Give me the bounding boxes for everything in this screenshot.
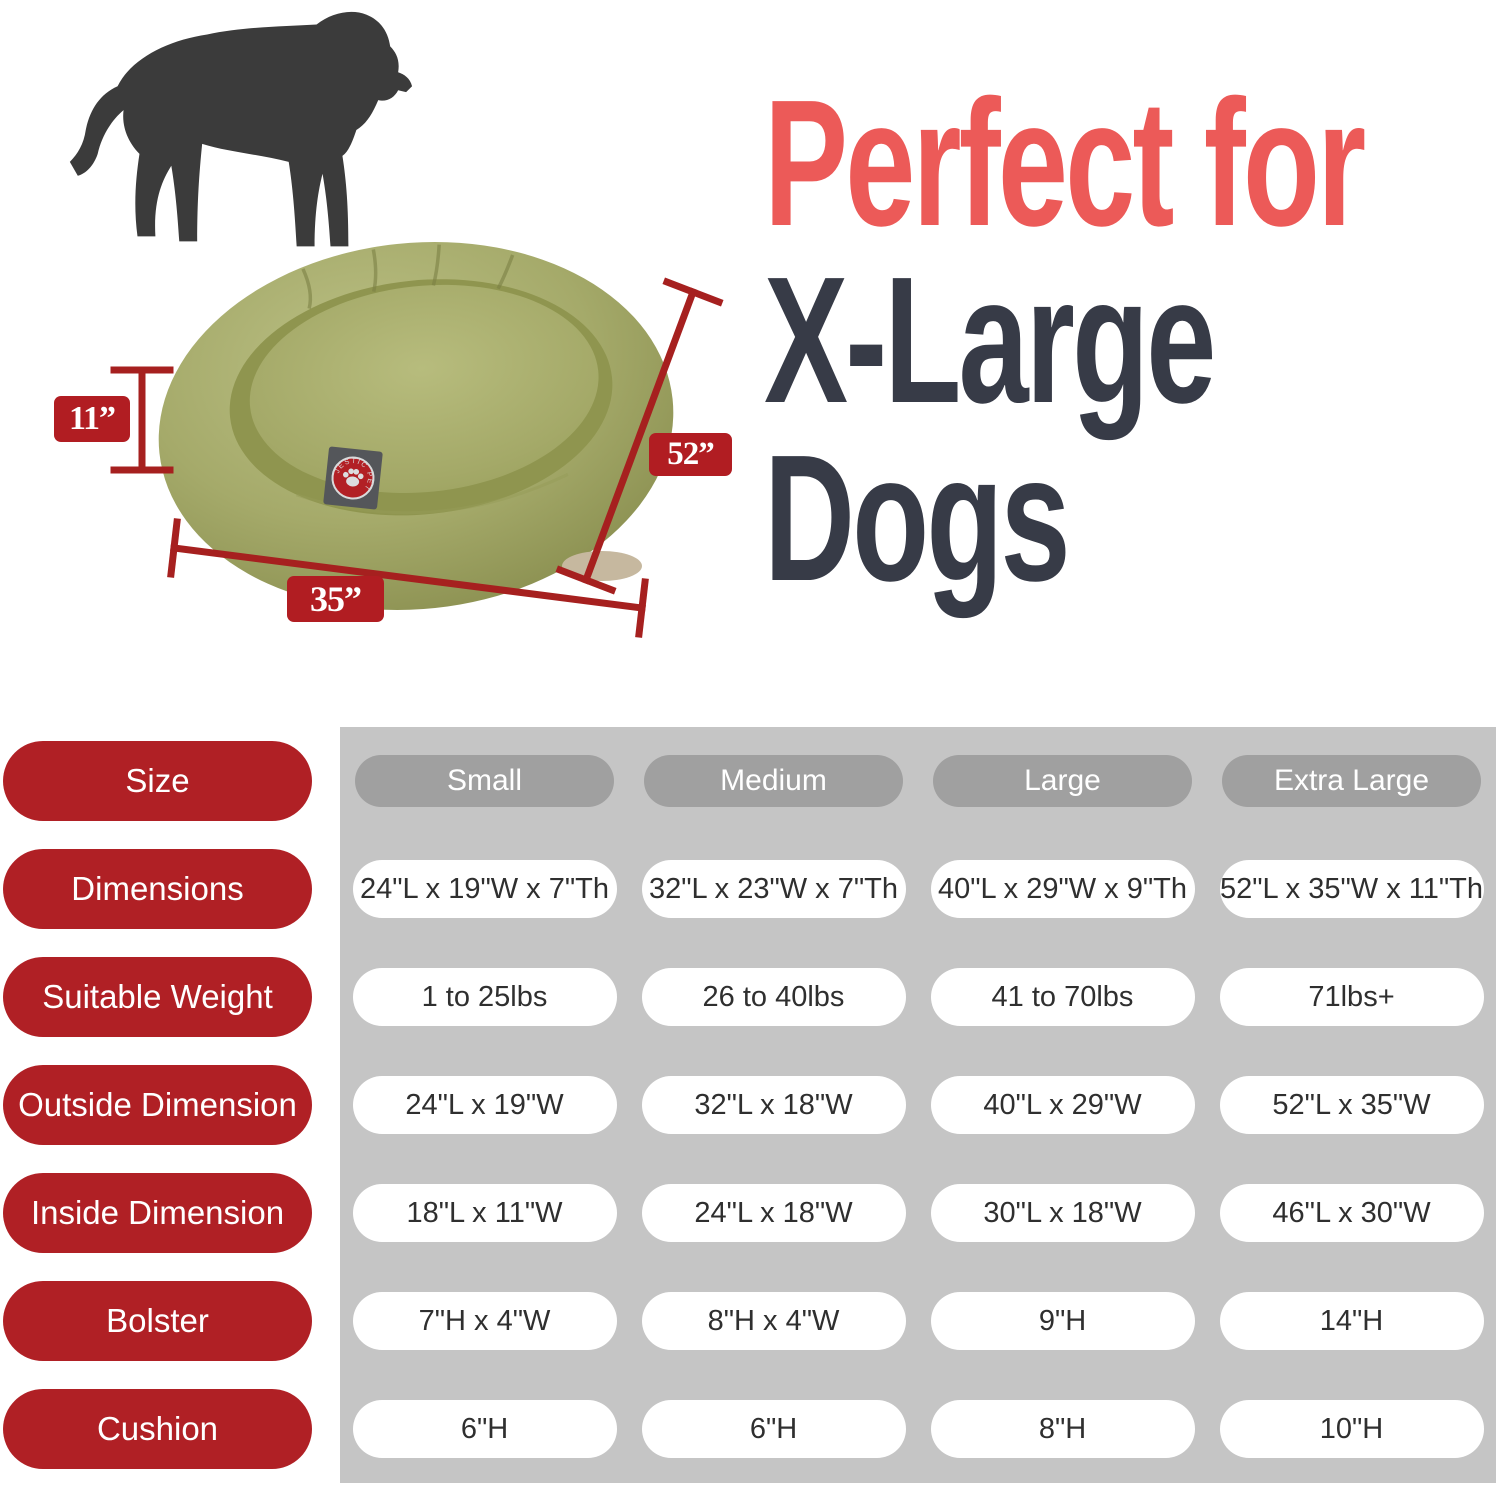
cell-outside-medium: 32"L x 18"W: [641, 1076, 906, 1134]
cell-weight-medium: 26 to 40lbs: [641, 968, 906, 1026]
headline-size: X-Large: [764, 240, 1216, 441]
cell-inside-large: 30"L x 18"W: [930, 1184, 1195, 1242]
cell-outside-small: 24"L x 19"W: [352, 1076, 617, 1134]
column-header-extra-large: Extra Large: [1222, 755, 1481, 807]
row-label-outside-dimension: Outside Dimension: [3, 1065, 312, 1145]
cell-bolster-extra-large: 14"H: [1219, 1292, 1484, 1350]
cell-weight-small: 1 to 25lbs: [352, 968, 617, 1026]
row-label-bolster: Bolster: [3, 1281, 312, 1361]
cell-inside-extra-large: 46"L x 30"W: [1219, 1184, 1484, 1242]
column-header-small: Small: [355, 755, 614, 807]
cell-outside-extra-large: 52"L x 35"W: [1219, 1076, 1484, 1134]
bolster-folds: [301, 244, 515, 309]
size-chart: Size Small Medium Large Extra Large Dime…: [0, 727, 1500, 1483]
dog-silhouette-icon: [69, 11, 413, 247]
cell-outside-large: 40"L x 29"W: [930, 1076, 1195, 1134]
brand-tag: MAJESTIC PET: [323, 446, 383, 510]
length-measurement-label: 52”: [649, 433, 732, 476]
column-header-large: Large: [933, 755, 1192, 807]
width-measurement-label: 35”: [287, 576, 384, 622]
column-header-medium: Medium: [644, 755, 903, 807]
row-label-inside-dimension: Inside Dimension: [3, 1173, 312, 1253]
cell-bolster-small: 7"H x 4"W: [352, 1292, 617, 1350]
bed-body: [158, 242, 674, 610]
cell-cushion-medium: 6"H: [641, 1400, 906, 1458]
paw-icon: [343, 468, 364, 487]
cell-dimensions-small: 24"L x 19"W x 7"Th: [352, 860, 617, 918]
cell-cushion-large: 8"H: [930, 1400, 1195, 1458]
row-label-dimensions: Dimensions: [3, 849, 312, 929]
cell-weight-extra-large: 71lbs+: [1219, 968, 1484, 1026]
cell-bolster-medium: 8"H x 4"W: [641, 1292, 906, 1350]
cell-dimensions-medium: 32"L x 23"W x 7"Th: [641, 860, 906, 918]
cell-inside-small: 18"L x 11"W: [352, 1184, 617, 1242]
cell-cushion-extra-large: 10"H: [1219, 1400, 1484, 1458]
height-measurement-label: 11”: [54, 396, 130, 442]
headline-secondary: X-Large Dogs: [764, 240, 1216, 619]
headline-dogs: Dogs: [764, 418, 1071, 619]
bed-underside: [562, 551, 642, 581]
cell-weight-large: 41 to 70lbs: [930, 968, 1195, 1026]
row-label-size: Size: [3, 741, 312, 821]
cell-dimensions-large: 40"L x 29"W x 9"Th: [930, 860, 1195, 918]
cell-dimensions-extra-large: 52"L x 35"W x 11"Th: [1219, 860, 1484, 918]
dog-bed-image: MAJESTIC PET: [158, 242, 674, 610]
cell-inside-medium: 24"L x 18"W: [641, 1184, 906, 1242]
row-label-suitable-weight: Suitable Weight: [3, 957, 312, 1037]
cell-bolster-large: 9"H: [930, 1292, 1195, 1350]
row-label-cushion: Cushion: [3, 1389, 312, 1469]
cell-cushion-small: 6"H: [352, 1400, 617, 1458]
hero-section: MAJESTIC PET 11” 52” 35” Perfect for X-L…: [0, 0, 1500, 720]
headline-primary: Perfect for: [764, 63, 1366, 264]
